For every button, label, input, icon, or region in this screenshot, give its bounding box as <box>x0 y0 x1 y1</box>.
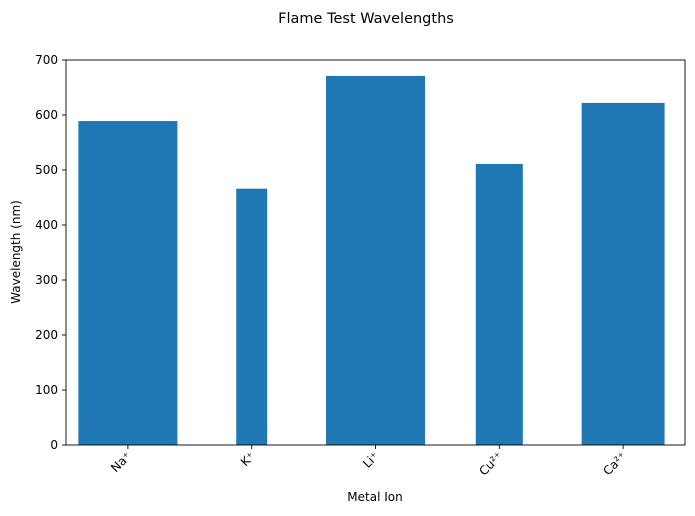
x-axis-label: Metal Ion <box>347 490 402 504</box>
chart-title: Flame Test Wavelengths <box>278 11 454 27</box>
bar-1 <box>236 188 268 445</box>
bar-3 <box>475 163 523 445</box>
y-tick-label-3: 300 <box>35 273 58 287</box>
bar-2 <box>325 75 426 445</box>
x-axis: Na⁺ K⁺ Li⁺ Cu²⁺ Ca²⁺ <box>108 445 629 478</box>
x-tick-label-1: K⁺ <box>238 449 258 469</box>
bars-group <box>78 75 665 446</box>
bar-4 <box>581 102 665 446</box>
y-tick-label-4: 400 <box>35 218 58 232</box>
y-axis-label: Wavelength (nm) <box>9 200 23 304</box>
x-tick-label-2: Li⁺ <box>360 449 381 470</box>
bar-0 <box>78 121 178 446</box>
y-tick-label-1: 100 <box>35 383 58 397</box>
y-tick-label-2: 200 <box>35 328 58 342</box>
x-tick-label-0: Na⁺ <box>108 449 134 475</box>
y-axis: 0 100 200 300 400 500 600 700 <box>35 53 66 452</box>
x-tick-label-3: Cu²⁺ <box>476 449 505 478</box>
y-tick-label-0: 0 <box>50 438 58 452</box>
y-tick-label-7: 700 <box>35 53 58 67</box>
x-tick-label-4: Ca²⁺ <box>600 449 629 478</box>
y-tick-label-5: 500 <box>35 163 58 177</box>
plot-frame <box>65 59 686 446</box>
y-tick-label-6: 600 <box>35 108 58 122</box>
